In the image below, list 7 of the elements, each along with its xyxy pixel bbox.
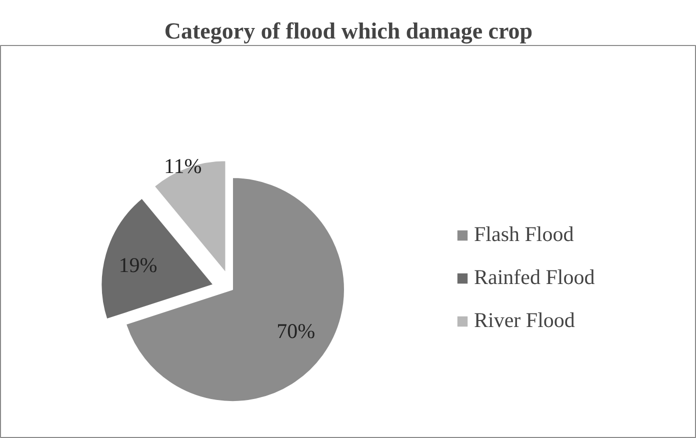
legend-label: Flash Flood xyxy=(474,222,574,247)
chart-title: Category of flood which damage crop xyxy=(164,18,533,44)
legend-label: Rainfed Flood xyxy=(474,265,595,290)
data-label: 11% xyxy=(164,154,202,178)
legend-label: River Flood xyxy=(474,308,575,333)
data-label: 70% xyxy=(276,318,316,343)
data-label: 19% xyxy=(118,252,158,277)
